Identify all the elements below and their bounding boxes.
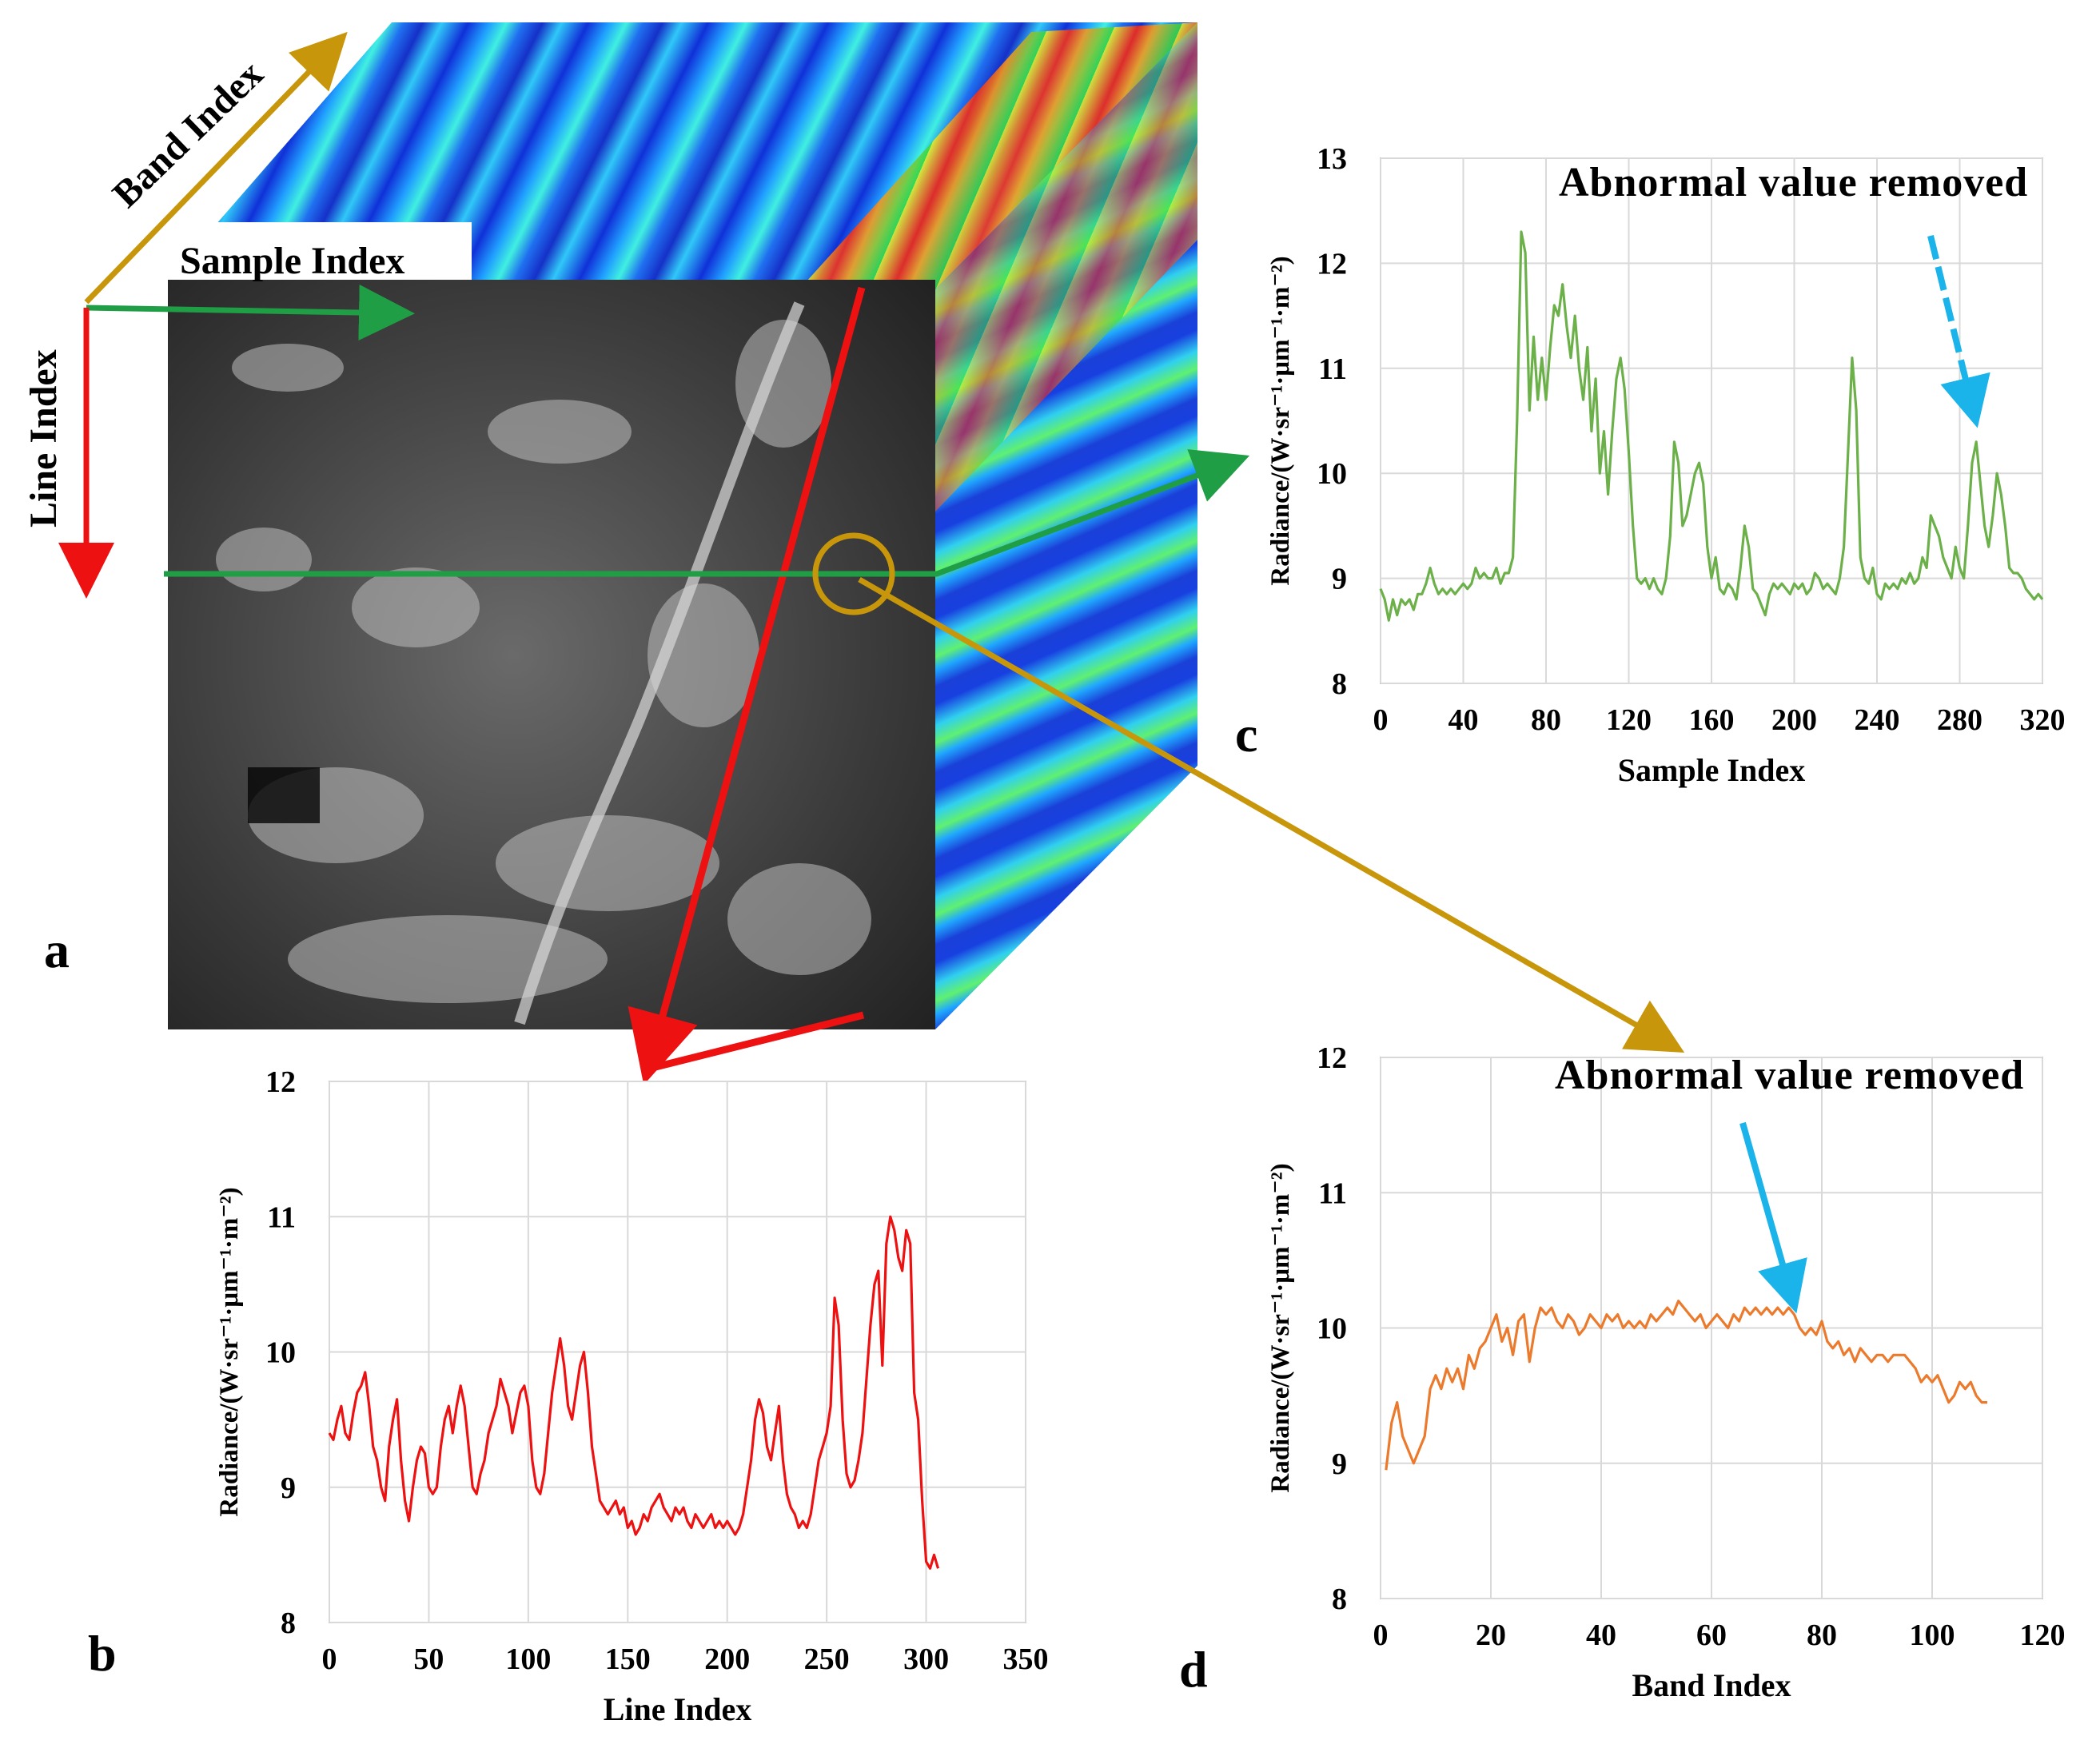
series-line	[1385, 1300, 1987, 1471]
y-tick-label: 10	[265, 1336, 296, 1370]
y-tick-label: 8	[1332, 1583, 1347, 1616]
chart-line-profile: 0 50 100 150 200 250 300 350 8 9 10 11 12 Line Index R…	[215, 1065, 1049, 1727]
line-profile-cut	[628, 286, 866, 1085]
x-tick-label: 200	[1771, 703, 1817, 737]
annotation-arrow	[1739, 1121, 1807, 1314]
x-tick-label: 50	[413, 1642, 444, 1676]
x-tick-label: 100	[505, 1642, 551, 1676]
y-tick-label: 11	[1318, 352, 1347, 386]
y-tick-label: 10	[1317, 1312, 1347, 1346]
x-tick-label: 320	[2020, 703, 2066, 737]
x-tick-label: 0	[1373, 1619, 1389, 1652]
y-tick-label: 12	[1317, 1041, 1347, 1075]
y-tick-label: 13	[1317, 142, 1347, 176]
band-profile-cut	[858, 576, 1685, 1053]
y-tick-label: 11	[1318, 1177, 1347, 1210]
series-line	[1379, 230, 2044, 622]
series-line	[328, 1215, 940, 1570]
x-tick-label: 60	[1696, 1619, 1727, 1652]
x-tick-label: 160	[1689, 703, 1735, 737]
y-axis-title: Radiance/(W·sr⁻¹·μm⁻¹·m⁻²)	[1266, 1163, 1295, 1492]
y-axis-title: Radiance/(W·sr⁻¹·μm⁻¹·m⁻²)	[215, 1187, 244, 1516]
x-tick-label: 40	[1448, 703, 1479, 737]
x-axis-title: Band Index	[1632, 1667, 1791, 1703]
x-tick-label: 80	[1807, 1619, 1837, 1652]
x-tick-label: 250	[804, 1642, 850, 1676]
y-tick-label: 9	[281, 1471, 296, 1505]
x-axis-title: Sample Index	[1618, 752, 1806, 788]
x-tick-label: 100	[1910, 1619, 1955, 1652]
band-axis-arrow	[84, 31, 348, 305]
x-tick-label: 0	[322, 1642, 337, 1676]
panel-letter-c: c	[1235, 706, 1257, 763]
y-tick-label: 10	[1317, 457, 1347, 491]
panel-letter-b: b	[88, 1625, 117, 1682]
sample-axis-arrow	[86, 285, 415, 341]
y-tick-label: 9	[1332, 563, 1347, 596]
x-tick-label: 280	[1937, 703, 1982, 737]
annotation-label: Abnormal value removed	[1555, 1053, 2024, 1098]
x-axis-title: Line Index	[604, 1691, 752, 1727]
y-tick-label: 12	[1317, 247, 1347, 281]
hyperspectral-cube	[168, 22, 1197, 1029]
x-tick-label: 300	[903, 1642, 949, 1676]
x-tick-label: 40	[1586, 1619, 1616, 1652]
y-tick-label: 12	[265, 1065, 296, 1099]
sample-profile-cut	[164, 449, 1250, 577]
panel-letter-d: d	[1179, 1641, 1208, 1698]
chart-band-profile: 0 20 40 60 80 100 120 8 9 10 11 12 Band Index Radianc…	[1266, 1041, 2066, 1703]
x-tick-label: 120	[1606, 703, 1652, 737]
x-tick-label: 350	[1003, 1642, 1049, 1676]
x-tick-label: 120	[2020, 1619, 2066, 1652]
x-tick-label: 80	[1531, 703, 1561, 737]
line-profile-cut-base	[654, 1011, 865, 1071]
panel-letter-a: a	[44, 922, 70, 978]
y-axis-title: Radiance/(W·sr⁻¹·μm⁻¹·m⁻²)	[1266, 256, 1295, 585]
x-tick-label: 150	[605, 1642, 651, 1676]
x-tick-label: 0	[1373, 703, 1389, 737]
annotation-label: Abnormal value removed	[1559, 160, 2028, 205]
x-tick-label: 200	[704, 1642, 750, 1676]
sample-axis-label: Sample Index	[180, 240, 404, 282]
x-tick-label: 240	[1855, 703, 1900, 737]
pixel-circle	[812, 532, 895, 615]
chart-sample-profile: 0 40 80 120 160 200 240 280 320 8 9 10 11 12 13 Sample …	[1266, 142, 2066, 788]
y-tick-label: 8	[281, 1607, 296, 1640]
line-axis-label: Line Index	[22, 349, 65, 528]
y-tick-label: 8	[1332, 667, 1347, 701]
cube-side-hotband	[935, 22, 1197, 512]
cube-top-hotband	[799, 22, 1197, 289]
x-tick-label: 20	[1476, 1619, 1506, 1652]
y-tick-label: 11	[267, 1200, 296, 1234]
y-tick-label: 9	[1332, 1447, 1347, 1481]
